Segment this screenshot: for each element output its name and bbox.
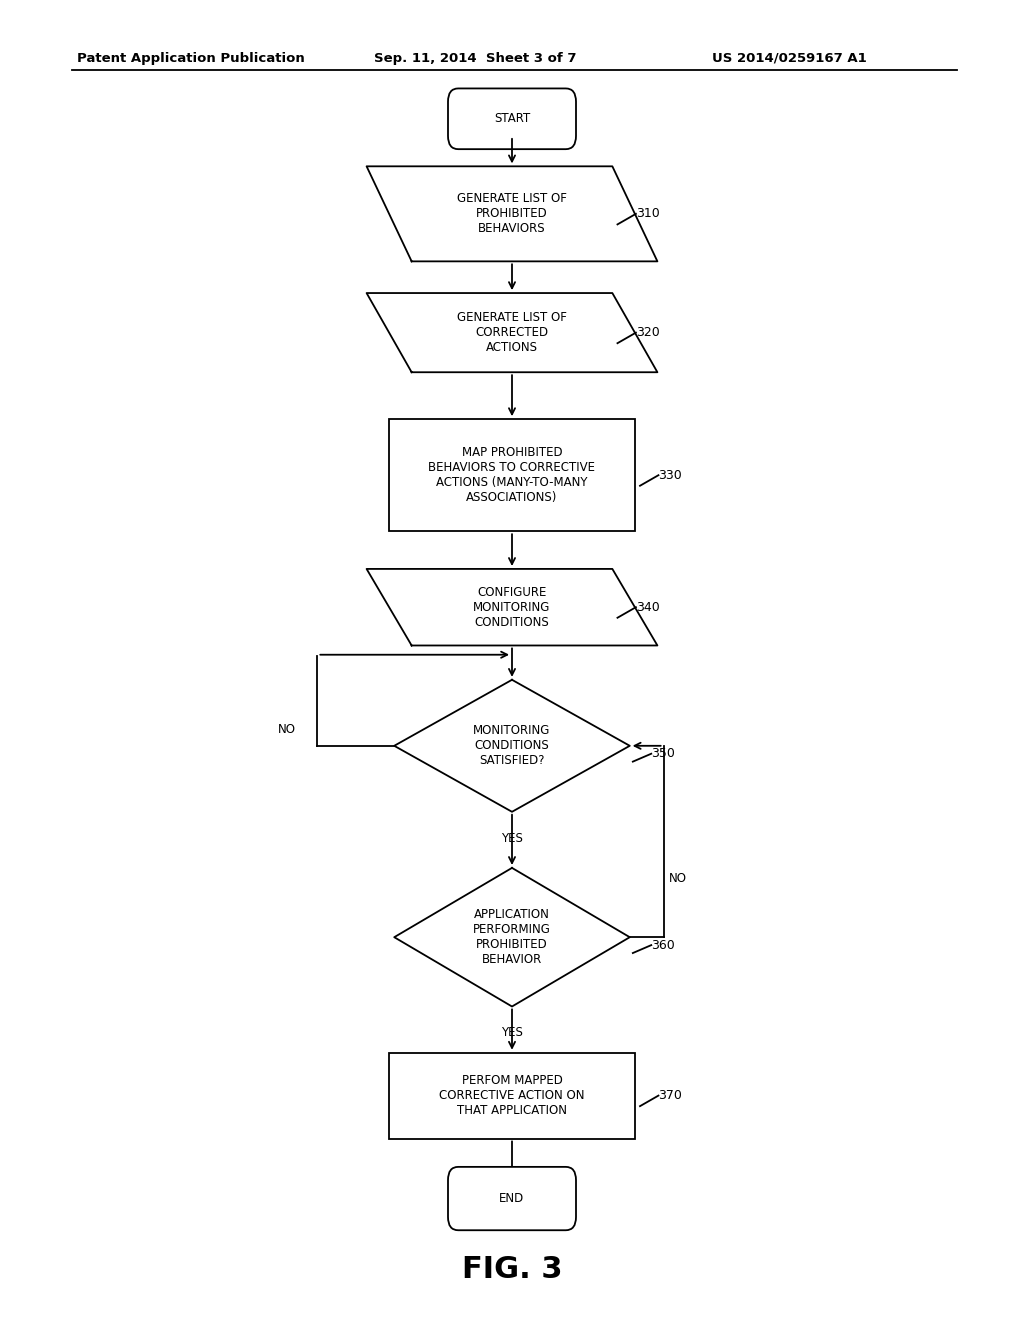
Text: END: END: [500, 1192, 524, 1205]
Text: Sep. 11, 2014  Sheet 3 of 7: Sep. 11, 2014 Sheet 3 of 7: [374, 51, 577, 65]
Text: PERFOM MAPPED
CORRECTIVE ACTION ON
THAT APPLICATION: PERFOM MAPPED CORRECTIVE ACTION ON THAT …: [439, 1074, 585, 1117]
Text: NO: NO: [278, 723, 296, 737]
Bar: [389, 420, 635, 531]
Polygon shape: [367, 293, 657, 372]
Text: 370: 370: [658, 1089, 682, 1102]
Text: FIG. 3: FIG. 3: [462, 1255, 562, 1284]
Text: 310: 310: [636, 207, 659, 220]
Text: NO: NO: [669, 873, 687, 886]
Text: 320: 320: [636, 326, 659, 339]
Text: START: START: [494, 112, 530, 125]
Text: CONFIGURE
MONITORING
CONDITIONS: CONFIGURE MONITORING CONDITIONS: [473, 586, 551, 628]
Text: GENERATE LIST OF
CORRECTED
ACTIONS: GENERATE LIST OF CORRECTED ACTIONS: [457, 312, 567, 354]
FancyBboxPatch shape: [449, 88, 575, 149]
Text: GENERATE LIST OF
PROHIBITED
BEHAVIORS: GENERATE LIST OF PROHIBITED BEHAVIORS: [457, 193, 567, 235]
Polygon shape: [367, 569, 657, 645]
Text: YES: YES: [501, 1027, 523, 1039]
FancyBboxPatch shape: [449, 1167, 575, 1230]
Text: US 2014/0259167 A1: US 2014/0259167 A1: [712, 51, 866, 65]
Text: 360: 360: [651, 939, 675, 952]
Text: MAP PROHIBITED
BEHAVIORS TO CORRECTIVE
ACTIONS (MANY-TO-MANY
ASSOCIATIONS): MAP PROHIBITED BEHAVIORS TO CORRECTIVE A…: [428, 446, 596, 504]
Text: Patent Application Publication: Patent Application Publication: [77, 51, 304, 65]
Text: YES: YES: [501, 832, 523, 845]
Text: APPLICATION
PERFORMING
PROHIBITED
BEHAVIOR: APPLICATION PERFORMING PROHIBITED BEHAVI…: [473, 908, 551, 966]
Text: 340: 340: [636, 601, 659, 614]
Polygon shape: [394, 680, 630, 812]
Bar: [389, 1053, 635, 1138]
Polygon shape: [394, 869, 630, 1006]
Text: MONITORING
CONDITIONS
SATISFIED?: MONITORING CONDITIONS SATISFIED?: [473, 725, 551, 767]
Polygon shape: [367, 166, 657, 261]
Text: 350: 350: [651, 747, 675, 760]
Text: 330: 330: [658, 469, 682, 482]
